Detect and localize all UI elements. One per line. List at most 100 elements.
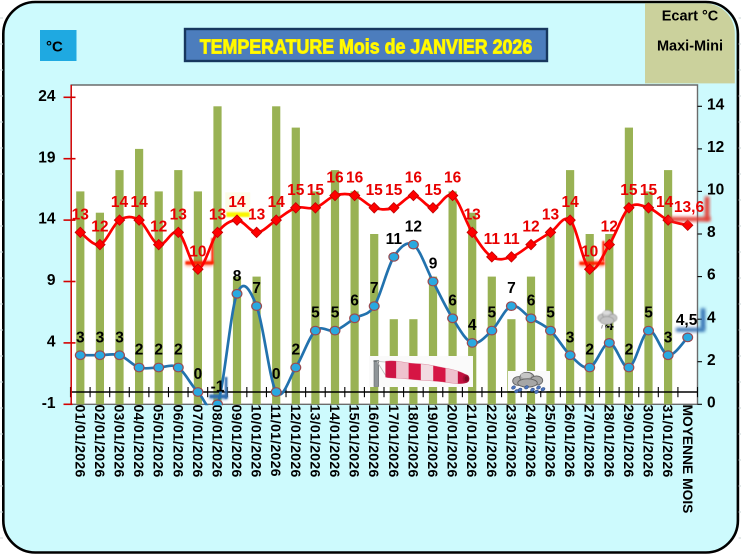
svg-text:3: 3 bbox=[566, 329, 575, 346]
svg-text:°C: °C bbox=[46, 39, 63, 56]
svg-text:21/01/2026: 21/01/2026 bbox=[464, 405, 480, 478]
svg-text:13: 13 bbox=[209, 207, 227, 224]
svg-text:14: 14 bbox=[707, 96, 725, 113]
svg-text:4: 4 bbox=[468, 317, 477, 334]
svg-text:22/01/2026: 22/01/2026 bbox=[484, 405, 500, 478]
svg-text:2: 2 bbox=[154, 342, 163, 359]
svg-text:2: 2 bbox=[135, 342, 144, 359]
svg-text:14: 14 bbox=[111, 194, 129, 211]
svg-text:5: 5 bbox=[331, 305, 340, 322]
svg-text:0: 0 bbox=[272, 366, 281, 383]
svg-text:3: 3 bbox=[115, 329, 124, 346]
svg-text:12/01/2026: 12/01/2026 bbox=[288, 405, 304, 478]
svg-text:14: 14 bbox=[228, 194, 246, 211]
svg-text:14: 14 bbox=[656, 194, 674, 211]
svg-text:13/01/2026: 13/01/2026 bbox=[307, 405, 323, 478]
svg-text:09/01/2026: 09/01/2026 bbox=[229, 405, 245, 478]
svg-text:24/01/2026: 24/01/2026 bbox=[523, 405, 539, 478]
svg-text:14: 14 bbox=[561, 194, 579, 211]
svg-text:0: 0 bbox=[194, 366, 203, 383]
svg-text:11: 11 bbox=[484, 231, 501, 248]
svg-text:02/01/2026: 02/01/2026 bbox=[92, 405, 108, 478]
svg-text:12: 12 bbox=[522, 219, 539, 236]
svg-text:25/01/2026: 25/01/2026 bbox=[543, 405, 559, 478]
svg-text:5: 5 bbox=[546, 305, 555, 322]
svg-text:14: 14 bbox=[130, 194, 148, 211]
svg-text:10: 10 bbox=[189, 243, 206, 260]
svg-text:TEMPERATURE Mois de JANVIER 20: TEMPERATURE Mois de JANVIER 2026 bbox=[200, 36, 532, 58]
svg-text:10: 10 bbox=[581, 243, 598, 260]
svg-text:15: 15 bbox=[620, 182, 638, 199]
svg-text:5: 5 bbox=[311, 305, 320, 322]
svg-text:19/01/2026: 19/01/2026 bbox=[425, 405, 441, 478]
svg-text:8: 8 bbox=[707, 224, 716, 241]
svg-text:15: 15 bbox=[385, 182, 403, 199]
svg-text:29/01/2026: 29/01/2026 bbox=[621, 405, 637, 478]
svg-text:4: 4 bbox=[47, 334, 56, 351]
svg-text:14: 14 bbox=[268, 194, 286, 211]
svg-text:-1: -1 bbox=[42, 395, 56, 412]
svg-text:-1: -1 bbox=[211, 378, 225, 395]
svg-text:15: 15 bbox=[287, 182, 305, 199]
svg-text:05/01/2026: 05/01/2026 bbox=[151, 405, 167, 478]
svg-text:16: 16 bbox=[405, 170, 423, 187]
svg-text:9: 9 bbox=[47, 272, 56, 289]
svg-text:20/01/2026: 20/01/2026 bbox=[445, 405, 461, 478]
svg-text:4: 4 bbox=[707, 309, 716, 326]
svg-text:16/01/2026: 16/01/2026 bbox=[366, 405, 382, 478]
svg-text:31/01/2026: 31/01/2026 bbox=[660, 405, 676, 478]
svg-text:3: 3 bbox=[76, 329, 85, 346]
svg-text:16: 16 bbox=[444, 170, 462, 187]
svg-text:6: 6 bbox=[527, 292, 536, 309]
svg-text:08/01/2026: 08/01/2026 bbox=[210, 405, 226, 478]
svg-text:15: 15 bbox=[307, 182, 325, 199]
svg-text:12: 12 bbox=[150, 219, 167, 236]
svg-text:5: 5 bbox=[487, 305, 496, 322]
svg-text:9: 9 bbox=[429, 256, 438, 273]
svg-text:12: 12 bbox=[91, 219, 108, 236]
svg-text:07/01/2026: 07/01/2026 bbox=[190, 405, 206, 478]
svg-text:15/01/2026: 15/01/2026 bbox=[347, 405, 363, 478]
svg-text:10: 10 bbox=[707, 182, 724, 199]
svg-text:04/01/2026: 04/01/2026 bbox=[131, 405, 147, 478]
svg-text:6: 6 bbox=[350, 292, 359, 309]
svg-text:15: 15 bbox=[424, 182, 442, 199]
svg-text:13: 13 bbox=[542, 207, 560, 224]
svg-text:26/01/2026: 26/01/2026 bbox=[562, 405, 578, 478]
svg-text:03/01/2026: 03/01/2026 bbox=[112, 405, 128, 478]
svg-text:12: 12 bbox=[405, 219, 422, 236]
svg-text:13,6: 13,6 bbox=[674, 199, 705, 216]
svg-text:2: 2 bbox=[174, 342, 183, 359]
svg-text:6: 6 bbox=[707, 267, 716, 284]
svg-text:12: 12 bbox=[707, 139, 724, 156]
svg-text:11: 11 bbox=[503, 231, 520, 248]
svg-text:7: 7 bbox=[507, 280, 516, 297]
svg-text:27/01/2026: 27/01/2026 bbox=[582, 405, 598, 478]
svg-text:28/01/2026: 28/01/2026 bbox=[601, 405, 617, 478]
svg-text:17/01/2026: 17/01/2026 bbox=[386, 405, 402, 478]
svg-text:7: 7 bbox=[252, 280, 261, 297]
svg-text:0: 0 bbox=[707, 394, 716, 411]
svg-text:15: 15 bbox=[640, 182, 658, 199]
svg-text:16: 16 bbox=[326, 170, 344, 187]
svg-text:14/01/2026: 14/01/2026 bbox=[327, 405, 343, 478]
svg-text:11/01/2026: 11/01/2026 bbox=[268, 405, 284, 477]
svg-text:18/01/2026: 18/01/2026 bbox=[405, 405, 421, 478]
svg-text:2: 2 bbox=[707, 352, 716, 369]
svg-text:2: 2 bbox=[625, 342, 634, 359]
svg-text:23/01/2026: 23/01/2026 bbox=[503, 405, 519, 478]
svg-text:13: 13 bbox=[170, 207, 188, 224]
svg-text:3: 3 bbox=[96, 329, 105, 346]
svg-text:13: 13 bbox=[72, 207, 90, 224]
svg-text:16: 16 bbox=[346, 170, 364, 187]
svg-text:13: 13 bbox=[248, 207, 266, 224]
svg-text:MOYENNE MOIS: MOYENNE MOIS bbox=[680, 405, 695, 514]
svg-text:24: 24 bbox=[38, 88, 56, 105]
svg-text:3: 3 bbox=[664, 329, 673, 346]
svg-text:4: 4 bbox=[605, 317, 614, 334]
svg-text:30/01/2026: 30/01/2026 bbox=[641, 405, 657, 478]
svg-text:2: 2 bbox=[291, 342, 300, 359]
svg-text:8: 8 bbox=[233, 268, 242, 285]
svg-text:2: 2 bbox=[585, 342, 594, 359]
svg-text:4,5: 4,5 bbox=[676, 312, 698, 329]
